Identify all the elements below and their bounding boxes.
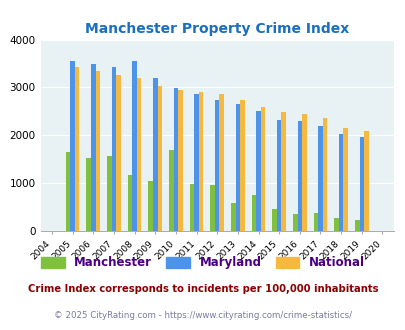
Bar <box>111 67 116 231</box>
Bar <box>116 75 120 231</box>
Bar <box>363 130 368 231</box>
Bar <box>301 114 306 231</box>
Bar <box>128 176 132 231</box>
Title: Manchester Property Crime Index: Manchester Property Crime Index <box>85 22 348 36</box>
Bar <box>178 90 182 231</box>
Bar <box>214 100 219 231</box>
Bar <box>256 112 260 231</box>
Bar <box>276 120 281 231</box>
Bar <box>343 128 347 231</box>
Bar <box>95 71 100 231</box>
Bar <box>189 184 194 231</box>
Bar <box>91 64 95 231</box>
Bar <box>194 94 198 231</box>
Bar <box>107 156 111 231</box>
Bar <box>66 152 70 231</box>
Bar <box>338 134 343 231</box>
Bar <box>86 158 91 231</box>
Bar <box>168 150 173 231</box>
Text: © 2025 CityRating.com - https://www.cityrating.com/crime-statistics/: © 2025 CityRating.com - https://www.city… <box>54 312 351 320</box>
Bar <box>230 203 235 231</box>
Legend: Manchester, Maryland, National: Manchester, Maryland, National <box>36 252 369 274</box>
Bar <box>235 104 239 231</box>
Bar <box>239 100 244 231</box>
Bar <box>333 218 338 231</box>
Bar <box>132 61 136 231</box>
Bar <box>148 181 153 231</box>
Bar <box>359 137 363 231</box>
Bar <box>210 185 214 231</box>
Bar <box>157 86 162 231</box>
Bar <box>297 121 301 231</box>
Bar <box>281 112 285 231</box>
Bar <box>75 67 79 231</box>
Text: Crime Index corresponds to incidents per 100,000 inhabitants: Crime Index corresponds to incidents per… <box>28 284 377 294</box>
Bar <box>173 88 178 231</box>
Bar <box>318 126 322 231</box>
Bar <box>198 92 203 231</box>
Bar <box>322 118 326 231</box>
Bar <box>219 94 224 231</box>
Bar <box>292 214 297 231</box>
Bar <box>136 78 141 231</box>
Bar <box>251 195 256 231</box>
Bar <box>260 107 265 231</box>
Bar <box>272 210 276 231</box>
Bar <box>354 219 359 231</box>
Bar <box>153 78 157 231</box>
Bar <box>313 213 318 231</box>
Bar <box>70 61 75 231</box>
